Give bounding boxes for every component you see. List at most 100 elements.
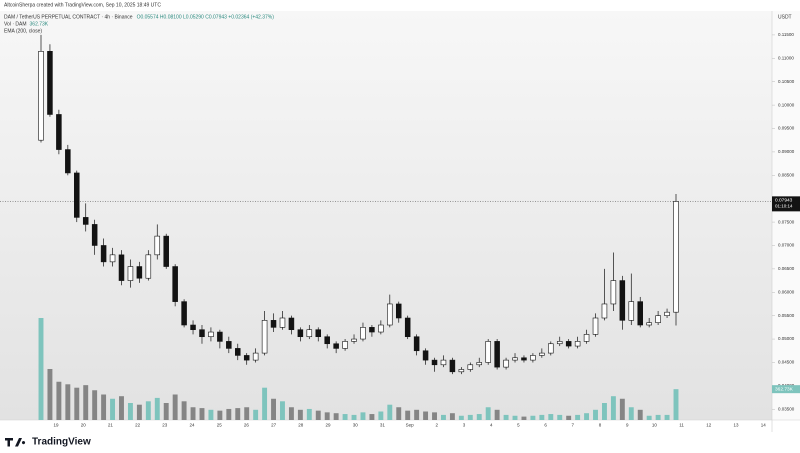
volume-bar xyxy=(172,394,178,420)
volume-bar xyxy=(351,414,357,420)
volume-bar xyxy=(423,411,429,420)
candle-body xyxy=(530,355,536,361)
candle-body xyxy=(163,235,169,267)
volume-bar xyxy=(181,401,187,420)
volume-bar xyxy=(136,404,142,420)
countdown: 01:10:14 xyxy=(775,204,793,209)
x-tick-label: 14 xyxy=(761,423,767,428)
candle-body xyxy=(360,327,366,340)
volume-bar xyxy=(119,396,124,420)
y-tick-label: 0.05000 xyxy=(778,336,795,341)
candle-body xyxy=(145,254,152,279)
candle-body xyxy=(190,324,196,330)
candle-body xyxy=(387,303,393,326)
y-tick-label: 0.04500 xyxy=(778,360,795,365)
volume-bar xyxy=(664,414,670,420)
x-tick-label: 26 xyxy=(244,423,250,428)
volume-bar xyxy=(101,394,107,420)
volume-bar xyxy=(405,410,411,420)
x-tick-label: 27 xyxy=(271,423,277,428)
candle-body xyxy=(74,172,80,218)
y-tick-label: 0.06500 xyxy=(778,266,795,271)
candle-body xyxy=(235,348,241,356)
candle-body xyxy=(565,341,572,347)
candle-body xyxy=(610,280,617,305)
volume-bar xyxy=(396,407,402,420)
volume-bar xyxy=(557,414,563,420)
candle-body xyxy=(181,301,187,326)
candle-body xyxy=(172,266,178,302)
volume-bar xyxy=(521,416,527,420)
volume-bar xyxy=(467,414,473,420)
volume-bar xyxy=(38,318,44,420)
candle-body xyxy=(118,254,125,281)
volume-bar xyxy=(637,409,643,420)
volume-bar xyxy=(226,408,232,420)
y-tick-label: 0.03500 xyxy=(778,406,795,411)
candle-body xyxy=(226,341,232,349)
volume-bar xyxy=(566,415,572,420)
x-tick-label: Sep xyxy=(406,423,415,428)
x-tick-label: 2 xyxy=(436,423,439,428)
candle-body xyxy=(503,359,509,368)
candle-body xyxy=(556,341,563,345)
last-price-box xyxy=(772,196,800,212)
x-tick-label: 10 xyxy=(652,423,658,428)
candle-body xyxy=(601,303,608,319)
candle-body xyxy=(583,334,590,342)
volume-bar xyxy=(262,387,268,420)
volume-bar xyxy=(593,409,598,420)
candle-body xyxy=(82,217,89,225)
volume-bar xyxy=(548,414,554,420)
volume-bar xyxy=(655,414,661,420)
volume-value-label: 362.73K xyxy=(775,386,794,392)
volume-bar xyxy=(280,401,285,420)
volume-bar xyxy=(628,407,634,420)
candle-body xyxy=(100,245,107,263)
brand: TradingView xyxy=(32,437,91,448)
volume-bar xyxy=(235,408,241,420)
candle-body xyxy=(91,224,98,246)
x-tick-label: 11 xyxy=(679,423,684,428)
candle-body xyxy=(378,324,384,333)
x-tick-label: 3 xyxy=(463,423,466,428)
y-tick-label: 0.09000 xyxy=(778,149,795,154)
candle-body xyxy=(628,301,635,321)
candle-body xyxy=(413,336,420,352)
candle-body xyxy=(208,331,214,338)
volume-bar xyxy=(458,415,464,420)
candle-body xyxy=(38,51,44,141)
candle-body xyxy=(65,149,71,174)
volume-bar xyxy=(163,403,169,420)
candle-body xyxy=(646,322,652,326)
volume-bar xyxy=(271,398,276,420)
volume-bar xyxy=(208,409,214,420)
volume-bar xyxy=(503,414,509,420)
volume-bar xyxy=(575,414,581,420)
candle-body xyxy=(217,331,223,342)
x-tick-label: 4 xyxy=(490,423,493,428)
candle-body xyxy=(521,357,527,361)
candle-body xyxy=(342,341,348,349)
candle-body xyxy=(270,320,277,328)
x-tick-label: 13 xyxy=(733,423,739,428)
volume-bar xyxy=(324,412,330,420)
y-tick-label: 0.10000 xyxy=(778,102,795,107)
x-tick-label: 8 xyxy=(599,423,602,428)
volume-bar xyxy=(315,410,321,420)
volume-bar xyxy=(56,381,62,420)
ohlc-legend: O0.05574 H0.08100 L0.05290 C0.07943 +0.0… xyxy=(137,14,275,20)
x-tick-label: 19 xyxy=(53,423,59,428)
candle-body xyxy=(431,359,438,366)
volume-bar xyxy=(74,387,80,420)
volume-bar xyxy=(369,414,375,420)
volume-bar xyxy=(83,385,89,420)
y-tick-label: 0.11000 xyxy=(778,56,794,61)
x-tick-label: 6 xyxy=(544,423,547,428)
candle-body xyxy=(619,280,626,321)
candle-body xyxy=(47,51,53,115)
chart-title: DAM / TetherUS PERPETUAL CONTRACT · 4h ·… xyxy=(4,14,133,20)
volume-bar xyxy=(306,408,312,420)
volume-bar xyxy=(387,404,393,420)
